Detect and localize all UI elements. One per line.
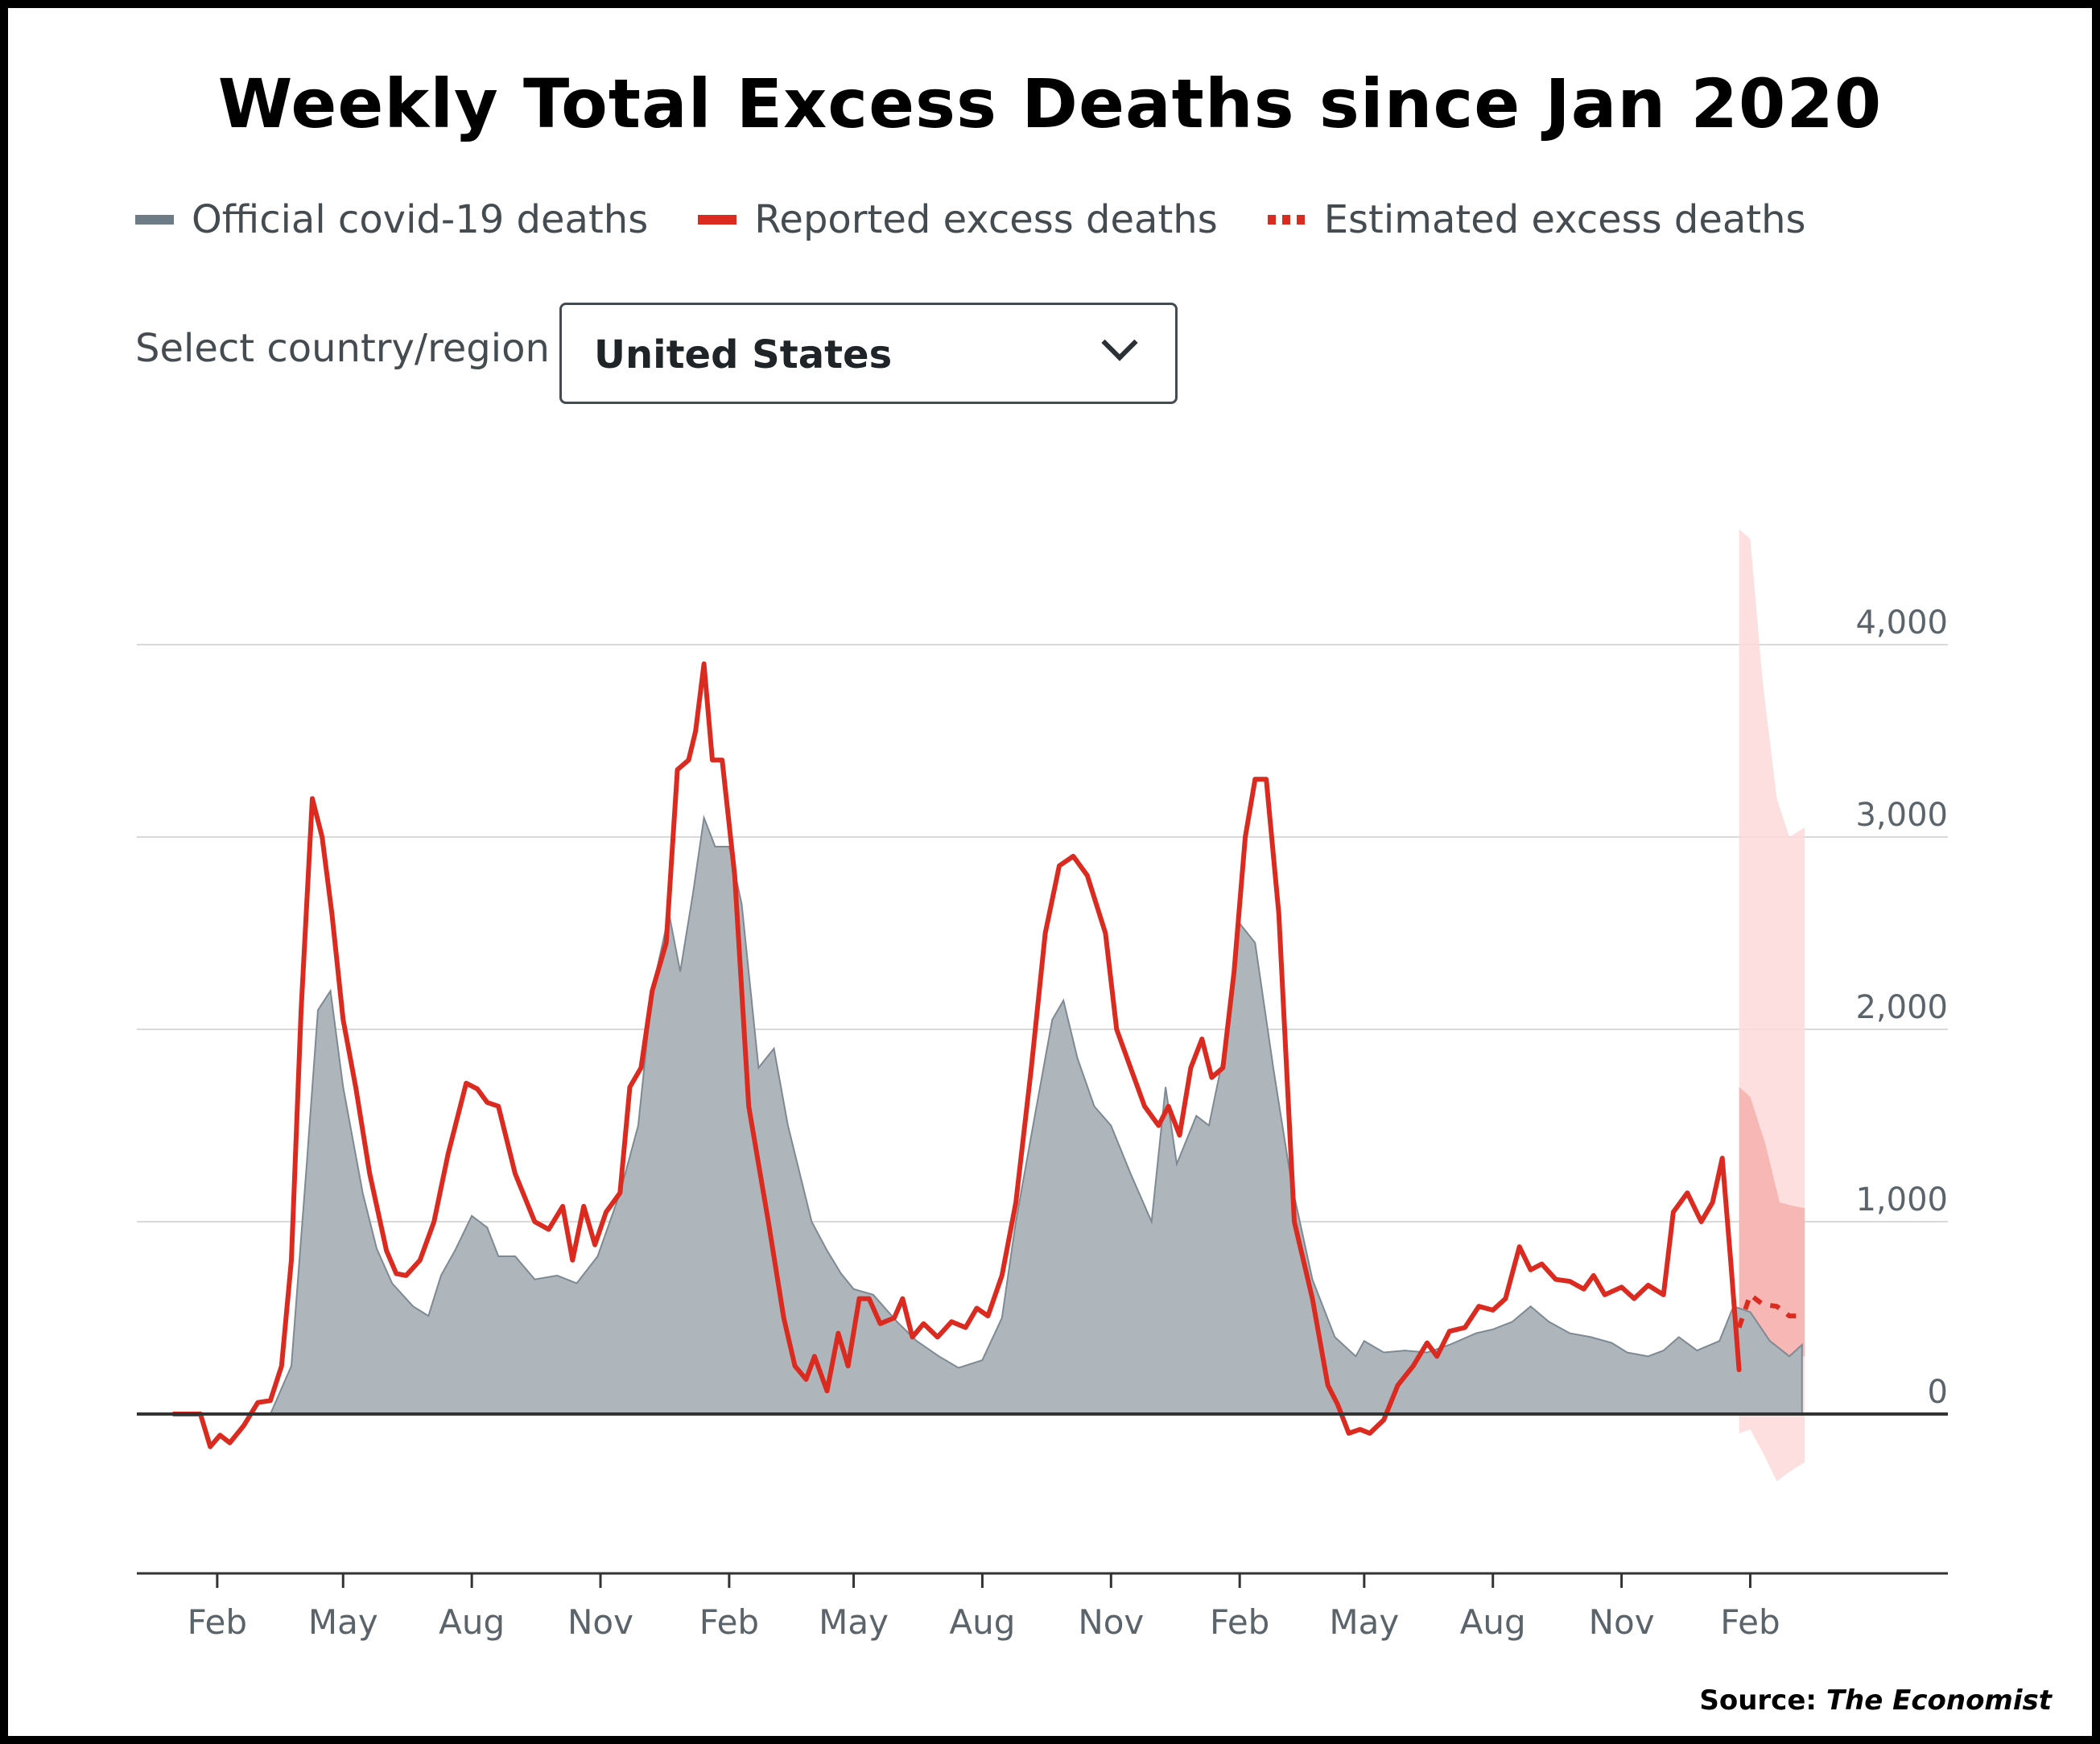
x-tick-label-12: Feb <box>1720 1602 1780 1642</box>
legend-swatch-official <box>135 215 174 225</box>
x-tick-label-4: Feb <box>699 1602 759 1642</box>
x-tick-label-3: Nov <box>567 1602 633 1642</box>
x-tick-label-2: Aug <box>439 1602 505 1642</box>
legend-item-official: Official covid-19 deaths <box>135 197 648 242</box>
x-tick-label-7: Nov <box>1078 1602 1144 1642</box>
x-axis-ticks: Feb May Aug Nov Feb May Aug Nov Feb May Aug Nov Feb <box>188 1573 1780 1642</box>
official-deaths-area <box>243 814 1803 1415</box>
y-axis-ticks: 0 1,000 2,000 3,000 4,000 <box>1855 604 1948 1411</box>
estimated-excess-line <box>1736 1292 1805 1329</box>
source-note: Source: The Economist <box>1699 1684 2052 1717</box>
x-tick-label-5: May <box>819 1602 889 1642</box>
reported-excess-line <box>171 661 1742 1449</box>
x-tick-label-1: May <box>308 1602 378 1642</box>
y-tick-label-0: 0 <box>1928 1374 1948 1411</box>
x-tick-label-10: Aug <box>1460 1602 1526 1642</box>
y-tick-label-4: 4,000 <box>1855 604 1948 641</box>
x-tick-label-0: Feb <box>188 1602 247 1642</box>
country-select-value: United States <box>594 332 893 377</box>
x-tick-label-8: Feb <box>1210 1602 1269 1642</box>
source-prefix: Source: <box>1699 1684 1817 1717</box>
chart-title: Weekly Total Excess Deaths since Jan 202… <box>217 64 1883 143</box>
x-tick-label-6: Aug <box>949 1602 1015 1642</box>
legend-swatch-reported <box>698 215 737 225</box>
y-tick-label-2: 2,000 <box>1855 989 1948 1026</box>
y-tick-label-1: 1,000 <box>1855 1181 1948 1218</box>
x-tick-label-9: May <box>1329 1602 1399 1642</box>
y-tick-label-3: 3,000 <box>1855 797 1948 834</box>
legend-label-estimated: Estimated excess deaths <box>1323 197 1806 242</box>
excess-deaths-lines <box>171 661 1805 1449</box>
official-deaths-area-shape <box>243 814 1803 1415</box>
legend-item-reported: Reported excess deaths <box>698 197 1218 242</box>
axes <box>137 1412 1948 1575</box>
country-select-label: Select country/region <box>135 326 550 371</box>
legend-swatch-estimated <box>1267 215 1306 225</box>
country-select[interactable]: United States <box>559 303 1178 404</box>
legend-item-estimated: Estimated excess deaths <box>1267 197 1806 242</box>
x-tick-label-11: Nov <box>1589 1602 1655 1642</box>
legend-label-reported: Reported excess deaths <box>754 197 1218 242</box>
source-name: The Economist <box>1826 1684 2052 1717</box>
legend: Official covid-19 deaths Reported excess… <box>135 197 1856 242</box>
legend-label-official: Official covid-19 deaths <box>192 197 649 242</box>
